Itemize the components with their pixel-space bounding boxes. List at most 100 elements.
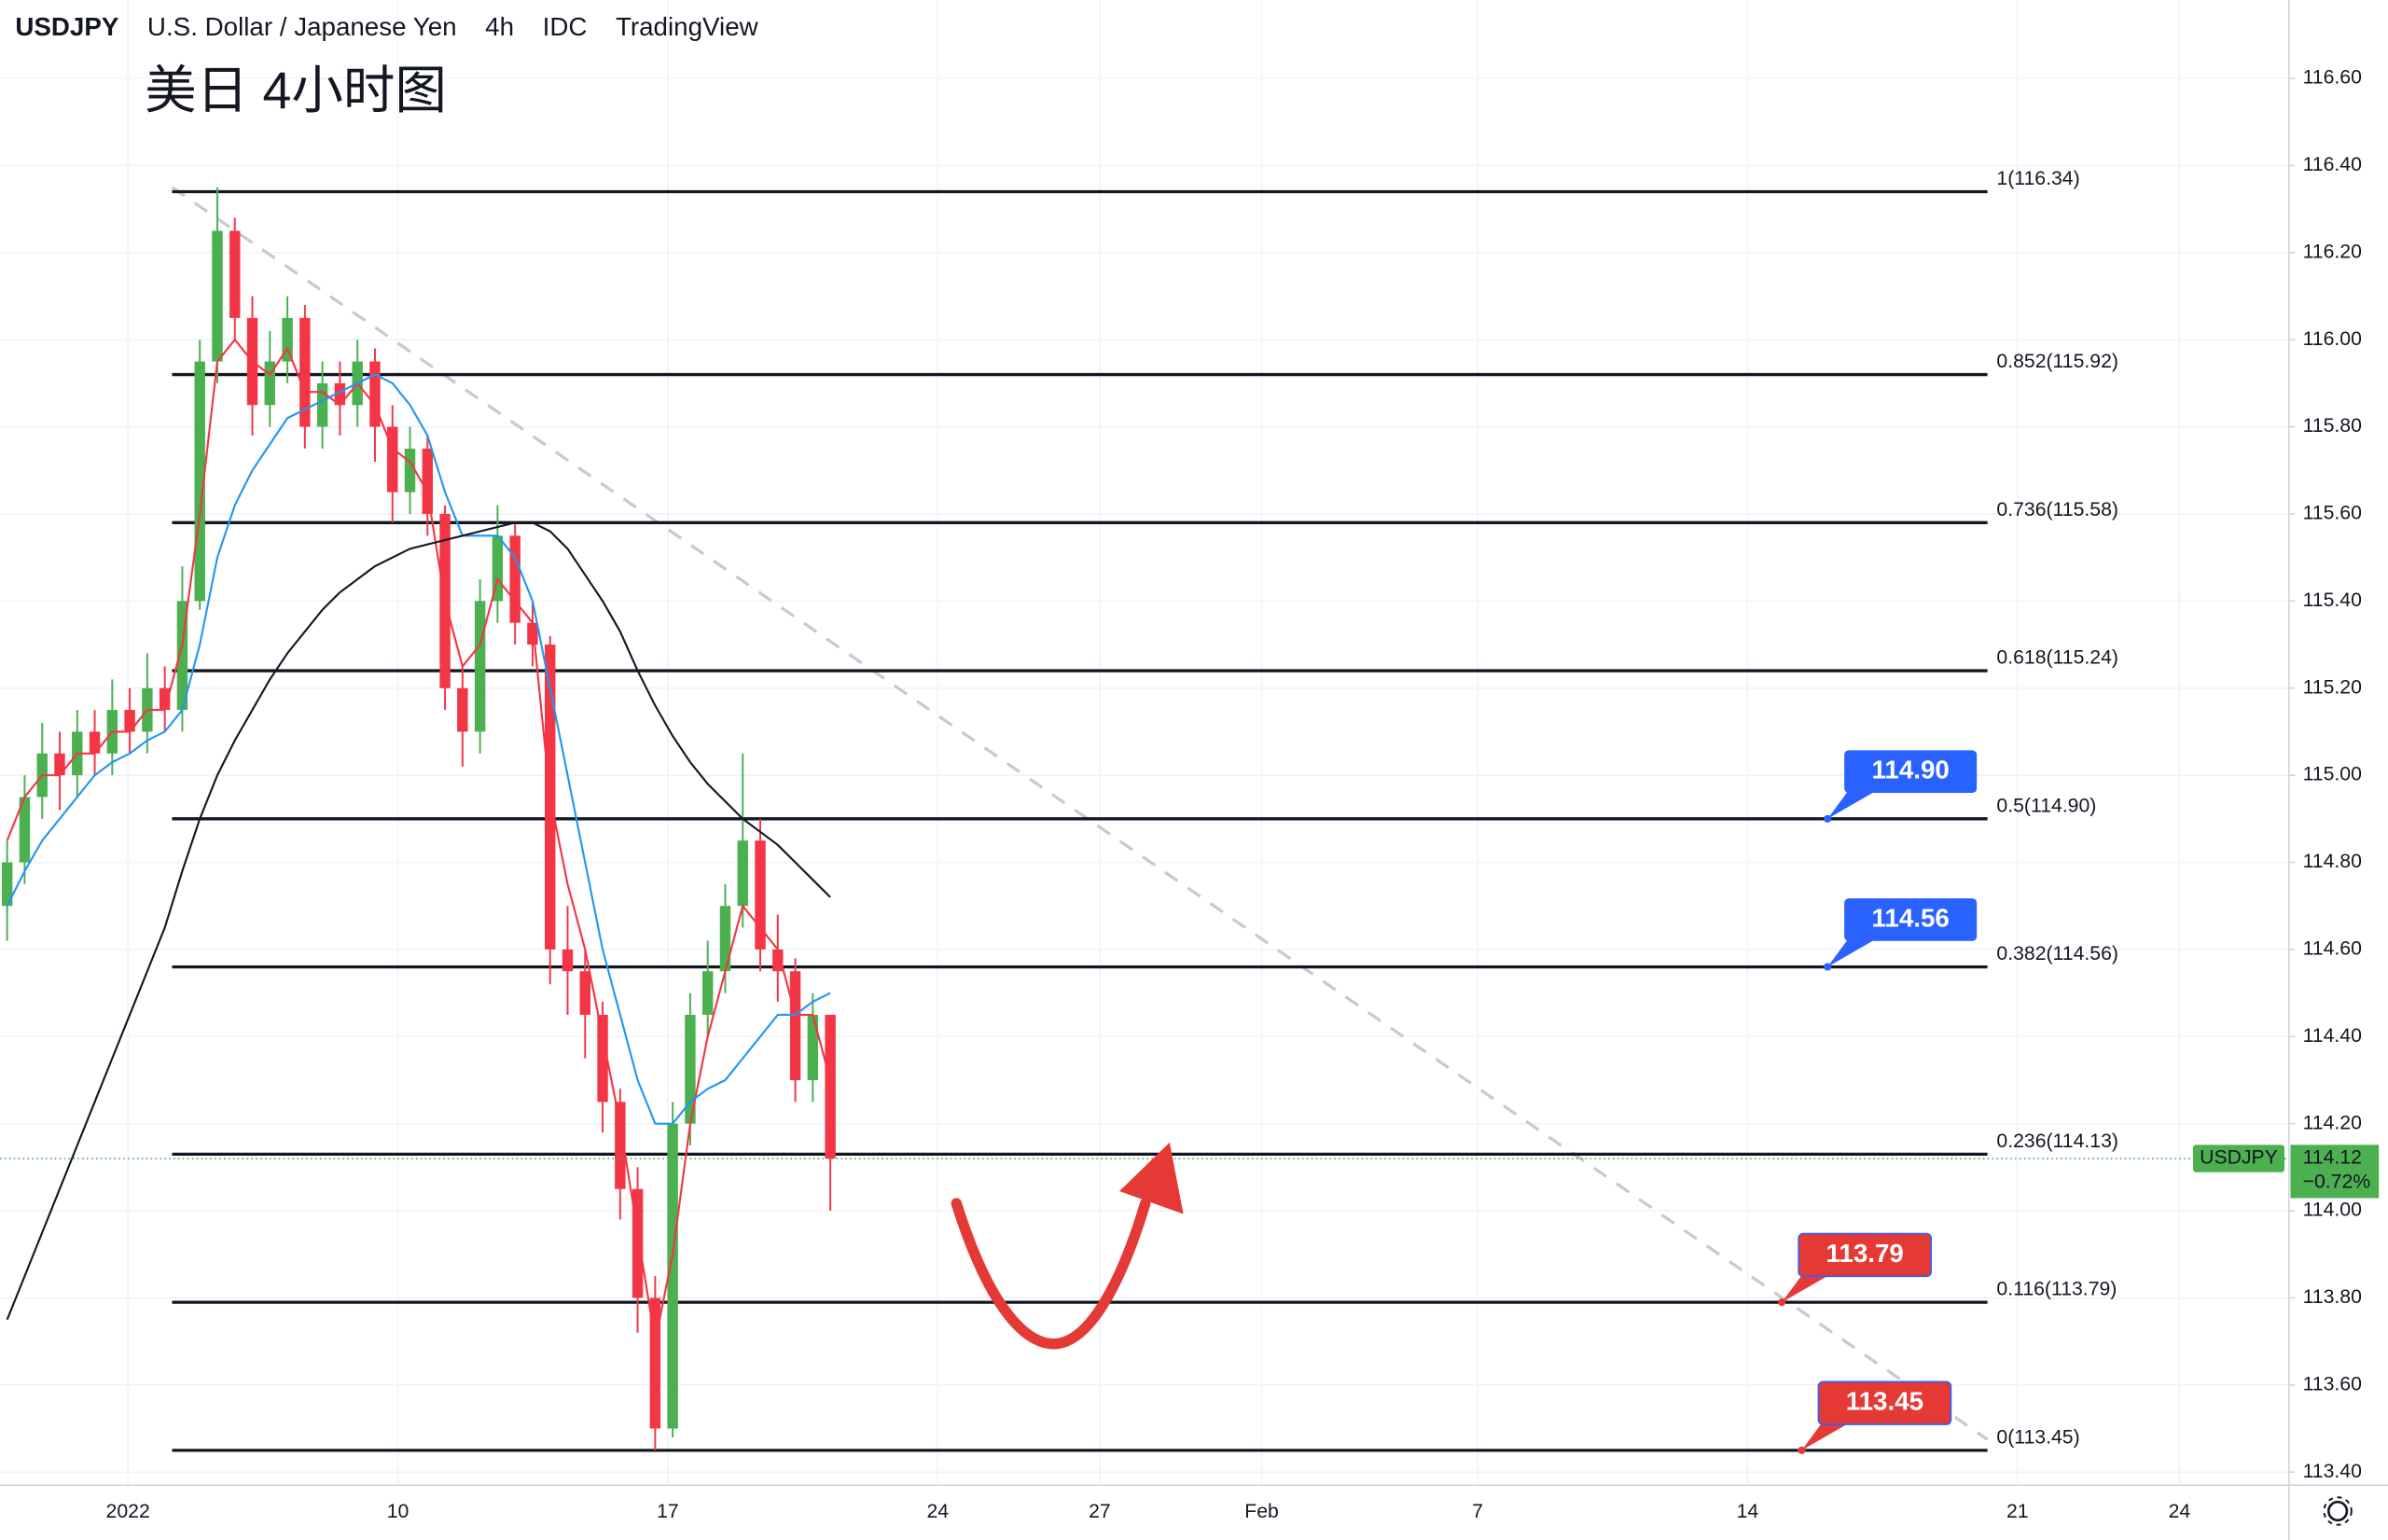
candle-body [159, 687, 171, 711]
y-tick-label: 116.60 [2303, 67, 2362, 89]
arrow-head [1119, 1142, 1184, 1214]
y-tick-label: 115.80 [2303, 415, 2362, 437]
y-tick-label: 115.20 [2303, 676, 2362, 698]
y-tick-label: 115.40 [2303, 590, 2362, 611]
last-price-symbol: USDJPY [2200, 1147, 2278, 1169]
fib-label: 0.382(114.56) [1996, 943, 2118, 964]
y-tick-label: 114.80 [2303, 851, 2362, 872]
instrument-name: U.S. Dollar / Japanese Yen [147, 12, 457, 41]
price-tag-box [1817, 1380, 1952, 1425]
settings-icon[interactable] [2323, 1496, 2353, 1526]
y-tick-label: 113.60 [2303, 1373, 2362, 1394]
price-tag-label: 113.45 [1846, 1387, 1923, 1416]
candle-body [299, 317, 311, 427]
moving-average [6, 338, 832, 1342]
moving-average [6, 521, 831, 1321]
price-tag-label: 113.79 [1826, 1239, 1904, 1268]
fib-levels: 1(116.34) 0.852(115.92) 0.736(115.58) 0.618… [172, 168, 2118, 1452]
candle-body [527, 622, 538, 645]
candle-body [667, 1123, 678, 1429]
candle-body [176, 601, 188, 711]
candle-body [632, 1188, 644, 1298]
moving-average [6, 373, 831, 1125]
y-tick-label: 114.20 [2303, 1112, 2362, 1133]
candle-body [282, 317, 293, 362]
annotation: 美日 4小时图 [145, 62, 447, 119]
candle-body [807, 1014, 819, 1080]
fib-label: 0.236(114.13) [1996, 1131, 2118, 1152]
x-tick-label: 21 [2006, 1501, 2029, 1522]
axes: 116.60 116.40 116.20 116.00 115.80 115.60 115.… [106, 67, 2380, 1522]
x-tick-label: 7 [1472, 1501, 1483, 1522]
candle-body [562, 949, 574, 972]
last-price-symbol-box [2193, 1145, 2284, 1172]
candle-body [19, 797, 31, 863]
price-tag-anchor [1824, 963, 1832, 971]
candle-body [615, 1102, 626, 1189]
candle-body [1, 862, 13, 907]
source: IDC [543, 12, 588, 41]
price-tag-anchor [1824, 814, 1832, 823]
arrow [951, 1198, 1151, 1350]
candle-body [719, 906, 731, 972]
candle-body [685, 1014, 696, 1124]
x-tick-label: 24 [926, 1501, 949, 1522]
candle-body [229, 230, 241, 318]
candle-body [597, 1014, 608, 1103]
candle-body [649, 1297, 661, 1429]
price-tag-box [1844, 898, 1978, 941]
y-tick-label: 115.60 [2303, 503, 2362, 524]
price-tags: 114.90 114.56 113.79 113.45 [0, 750, 2289, 1454]
price-tag-anchor [1778, 1298, 1786, 1307]
last-price-value: 114.12 [2303, 1147, 2362, 1169]
interval: 4h [485, 12, 514, 41]
x-tick-label: 17 [657, 1501, 679, 1522]
last-price-change: −0.72% [2303, 1172, 2371, 1193]
y-tick-label: 116.00 [2303, 328, 2362, 350]
price-tag-box [1844, 750, 1978, 794]
candle-body [124, 710, 135, 732]
y-tick-label: 114.40 [2303, 1025, 2362, 1047]
y-tick-label: 114.60 [2303, 938, 2362, 960]
candle-body [825, 1014, 836, 1159]
candle-body [755, 840, 766, 950]
candle-body [474, 601, 486, 732]
x-tick-label: Feb [1244, 1501, 1279, 1522]
trend-line [171, 186, 1989, 1441]
candle-body [579, 971, 590, 1015]
fib-label: 0.618(115.24) [1996, 647, 2118, 669]
candle-body [457, 687, 468, 732]
candle-body [369, 361, 381, 427]
candle-body [509, 535, 521, 623]
price-tag-anchor [1798, 1446, 1806, 1454]
candle-body [422, 448, 434, 514]
candle-body [89, 731, 101, 754]
chart-header: USDJPY U.S. Dollar / Japanese Yen 4h IDC… [15, 12, 758, 41]
symbol: USDJPY [15, 12, 119, 41]
candle-body [492, 535, 504, 602]
y-tick-label: 113.40 [2303, 1461, 2362, 1482]
last-price-box [2290, 1145, 2380, 1199]
fib-label: 1(116.34) [1996, 168, 2079, 189]
candle-body [316, 382, 328, 427]
x-tick-label: 14 [1737, 1501, 1759, 1522]
candle-body [387, 426, 398, 493]
settings-gear[interactable] [2327, 1500, 2349, 1522]
candle-body [194, 361, 205, 602]
candle-body [212, 230, 223, 362]
y-tick-label: 116.20 [2303, 241, 2362, 262]
candle-body [789, 971, 801, 1080]
candle-body [701, 971, 714, 1015]
platform: TradingView [616, 12, 759, 41]
x-tick-label: 10 [387, 1501, 410, 1522]
y-tick-label: 115.00 [2303, 764, 2362, 785]
candle-body [772, 949, 784, 972]
price-tag-box [1798, 1232, 1933, 1278]
settings-teeth[interactable] [2323, 1496, 2353, 1526]
x-tick-label: 24 [2169, 1501, 2191, 1522]
fib-label: 0.5(114.90) [1996, 795, 2096, 816]
candle-body [334, 382, 346, 406]
candle-body [737, 840, 748, 907]
